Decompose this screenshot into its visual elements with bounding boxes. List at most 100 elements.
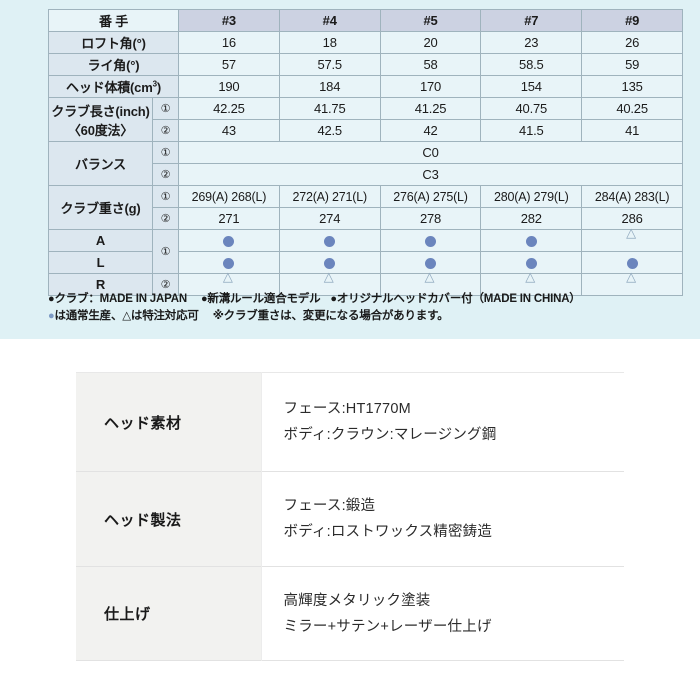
footnote-headcover: オリジナルヘッドカバー付（MADE IN CHINA） [336, 293, 581, 305]
flex-r-3 [178, 270, 280, 296]
head-volume-7: 154 [480, 75, 583, 98]
materials-value-finish: 高輝度メタリック塗装 ミラー+サテン+レーザー仕上げ [261, 566, 624, 661]
club-length-2-4: 42.5 [278, 119, 381, 142]
club-length-1-5: 41.25 [379, 97, 482, 120]
table-row-balance-2: ② C3 [49, 163, 683, 186]
header-col-4: #9 [581, 9, 683, 32]
club-weight-2-4: 274 [278, 207, 381, 230]
materials-label-finish: 仕上げ [76, 566, 262, 661]
flex-l-7 [480, 251, 583, 274]
table-row-club-length-1: クラブ長さ(inch) 〈60度法〉 ① 42.25 41.75 41.25 4… [48, 97, 683, 142]
club-weight-1-4: 272(A) 271(L) [278, 185, 381, 208]
table-row-flex-r: R ② [48, 270, 683, 296]
head-volume-3: 190 [178, 75, 280, 98]
materials-row-head-construction: ヘッド製法 フェース:鍛造 ボディ:ロストワックス精密鋳造 [76, 471, 624, 567]
table-row-club-weight-1: クラブ重さ(g) ① 269(A) 268(L) 272(A) 271(L) 2… [48, 185, 683, 230]
club-length-1-7: 40.75 [480, 97, 583, 120]
black-bullet-icon: ● [330, 293, 337, 305]
club-weight-1-3: 269(A) 268(L) [178, 185, 280, 208]
availability-dot-icon [626, 258, 638, 270]
lie-angle-7: 58.5 [480, 53, 583, 76]
row-label-lie-angle: ライ角(°) [47, 53, 180, 76]
row-label-loft-angle: ロフト角(°) [47, 31, 180, 54]
row-label-head-volume: ヘッド体積(cm3) [47, 75, 180, 98]
header-label-number: 番 手 [47, 9, 180, 32]
flex-r-5 [379, 270, 482, 296]
club-length-label-line1: クラブ長さ(inch) [51, 103, 150, 119]
club-length-2-9: 41 [581, 119, 683, 142]
black-bullet-icon: ● [48, 293, 55, 305]
lie-angle-3: 57 [178, 53, 280, 76]
finish-line-2: ミラー+サテン+レーザー仕上げ [283, 618, 492, 635]
materials-table-container: ヘッド素材 フェース:HT1770M ボディ:クラウン:マレージング鋼 ヘッド製… [76, 372, 624, 661]
footnote-legend: は通常生産、△は特注対応可 [54, 310, 199, 322]
club-length-2-7: 41.5 [480, 119, 583, 142]
head-construction-line-1: フェース:鍛造 [283, 498, 376, 514]
row-label-club-length: クラブ長さ(inch) 〈60度法〉 [48, 97, 153, 142]
club-length-label-line2: 〈60度法〉 [67, 122, 134, 138]
header-col-0: #3 [178, 9, 280, 32]
table-row-loft-angle: ロフト角(°) 16 18 20 23 26 [47, 31, 683, 54]
marker-circle-2-club-weight: ② [151, 207, 180, 230]
head-volume-label-tail: ) [156, 80, 161, 95]
flex-l-4 [278, 251, 381, 274]
head-material-line-1: フェース:HT1770M [283, 401, 411, 417]
flex-l-9 [581, 251, 683, 274]
flex-r-9 [581, 270, 683, 296]
marker-circle-1-club-length: ① [151, 97, 180, 120]
head-volume-5: 170 [379, 75, 482, 98]
materials-label-head-material: ヘッド素材 [76, 372, 262, 472]
marker-circle-2-club-length: ② [151, 119, 180, 142]
footnote-made-in-japan: クラブ：MADE IN JAPAN [54, 293, 187, 305]
availability-dot-icon [425, 258, 436, 270]
marker-circle-1-flex: ① [151, 229, 180, 274]
specification-panel: 番 手 #3 #4 #5 #7 #9 ロフト角(°) 16 18 20 23 2… [0, 0, 700, 339]
availability-dot-icon [324, 258, 336, 270]
loft-angle-9: 26 [581, 31, 683, 54]
club-weight-2-3: 271 [178, 207, 280, 230]
table-row-flex-l: L [48, 251, 683, 274]
head-volume-label-base: ヘッド体積(cm [66, 80, 153, 95]
loft-angle-4: 18 [278, 31, 381, 54]
lie-angle-9: 59 [581, 53, 683, 76]
availability-dot-icon [223, 258, 235, 270]
loft-angle-3: 16 [178, 31, 280, 54]
footnote-groove-rule: 新溝ルール適合モデル [207, 293, 321, 305]
head-construction-line-2: ボディ:ロストワックス精密鋳造 [283, 524, 493, 540]
flex-a-3 [178, 229, 280, 252]
footnote-line-1: ●クラブ：MADE IN JAPAN ●新溝ルール適合モデル ●オリジナルヘッドカバ… [48, 291, 688, 308]
club-length-2-3: 43 [178, 119, 280, 142]
club-weight-2-7: 282 [480, 207, 583, 230]
header-col-3: #7 [480, 9, 583, 32]
club-weight-1-7: 280(A) 279(L) [480, 185, 583, 208]
header-col-2: #5 [379, 9, 482, 32]
lie-angle-4: 57.5 [278, 53, 381, 76]
flex-a-4 [278, 229, 381, 252]
balance-value-1: C0 [178, 141, 683, 164]
table-row-club-length-2: ② 43 42.5 42 41.5 41 [49, 119, 683, 142]
materials-row-finish: 仕上げ 高輝度メタリック塗装 ミラー+サテン+レーザー仕上げ [76, 566, 624, 661]
club-weight-2-9: 286 [581, 207, 683, 230]
footnotes-block: ●クラブ：MADE IN JAPAN ●新溝ルール適合モデル ●オリジナルヘッドカバ… [48, 291, 688, 325]
availability-dot-icon [324, 236, 336, 248]
materials-row-head-material: ヘッド素材 フェース:HT1770M ボディ:クラウン:マレージング鋼 [76, 372, 624, 472]
table-row-club-weight-2: ② 271 274 278 282 286 [49, 207, 683, 230]
materials-table: ヘッド素材 フェース:HT1770M ボディ:クラウン:マレージング鋼 ヘッド製… [76, 372, 624, 661]
footnote-line-2: ●は通常生産、△は特注対応可 ※クラブ重さは、変更になる場合があります。 [48, 308, 688, 325]
special-order-triangle-icon [525, 270, 537, 291]
table-row-flex-a: A ① [48, 226, 683, 274]
loft-angle-5: 20 [379, 31, 482, 54]
table-row-balance-1: バランス ① C0 [48, 141, 683, 186]
availability-dot-icon [525, 236, 537, 248]
club-weight-1-5: 276(A) 275(L) [379, 185, 482, 208]
row-label-balance: バランス [48, 141, 153, 186]
marker-circle-1-club-weight: ① [151, 185, 180, 208]
row-label-flex-r: R [48, 273, 153, 296]
head-volume-4: 184 [278, 75, 381, 98]
marker-circle-2-flex: ② [151, 273, 180, 296]
marker-circle-1-balance: ① [151, 141, 180, 164]
special-order-triangle-icon [425, 270, 437, 291]
marker-circle-2-balance: ② [151, 163, 180, 186]
availability-dot-icon [525, 258, 537, 270]
table-header-row: 番 手 #3 #4 #5 #7 #9 [47, 9, 683, 32]
